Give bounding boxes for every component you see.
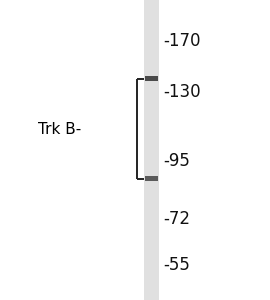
Text: -72: -72 <box>163 210 190 228</box>
Bar <box>144 0 159 300</box>
Text: -55: -55 <box>163 256 190 274</box>
Text: Trk B-: Trk B- <box>38 122 81 136</box>
Bar <box>145 76 158 81</box>
Text: -95: -95 <box>163 152 190 169</box>
Text: -130: -130 <box>163 82 201 100</box>
Bar <box>145 176 158 181</box>
Text: -170: -170 <box>163 32 201 50</box>
